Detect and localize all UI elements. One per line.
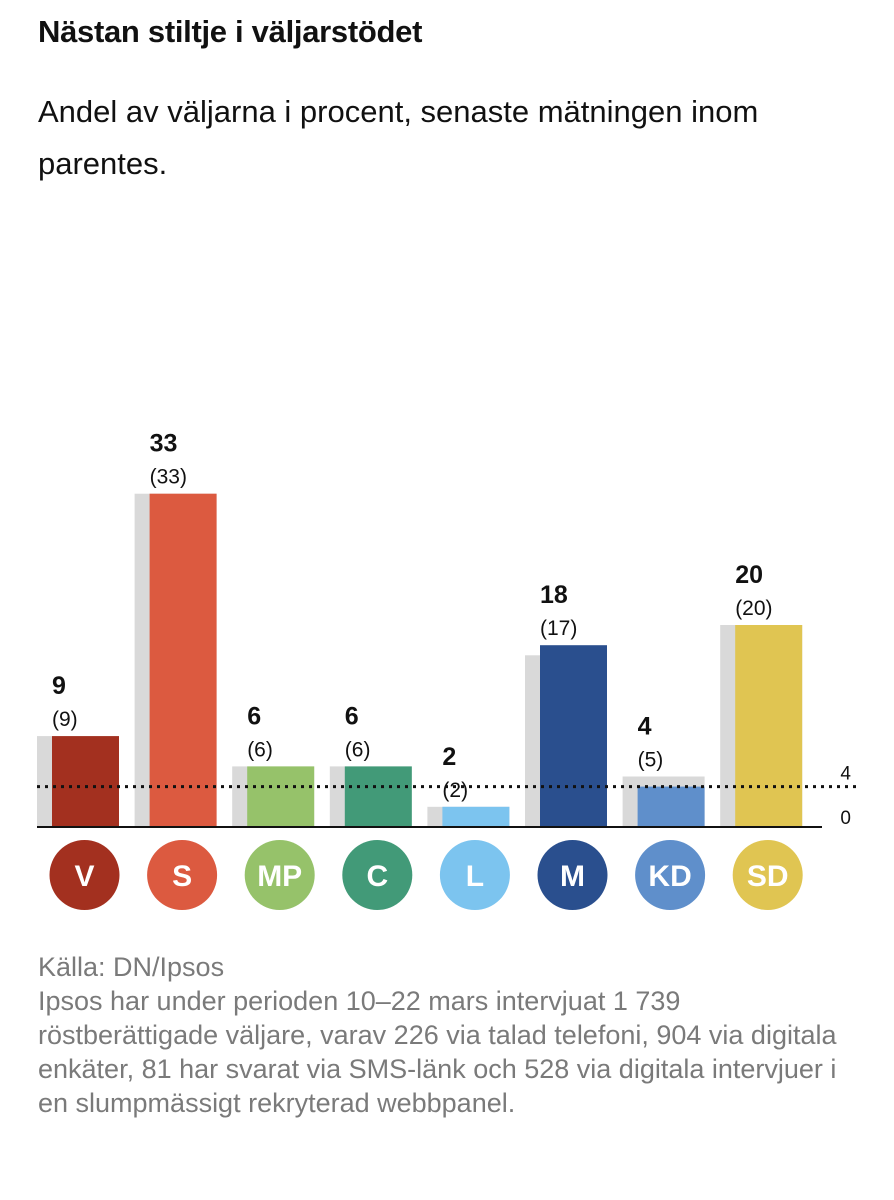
source-label: Källa: DN/Ipsos [38,952,225,982]
threshold-label: 4 [840,764,851,785]
party-badge-sd [732,840,803,910]
value-label-v: 9 [52,672,66,700]
value-label-kd: 4 [638,713,652,741]
party-label-v: V [74,860,94,893]
bar-m [540,645,607,827]
value-label-m: 18 [540,581,568,609]
party-badge-v [49,840,120,910]
party-badge-m [537,840,608,910]
party-badge-mp [244,840,315,910]
bar-kd [637,786,705,827]
party-label-kd: KD [648,860,691,893]
value-label-mp: 6 [247,702,261,730]
party-label-c: C [366,860,388,893]
previous-label-c: (6) [345,738,371,761]
party-label-sd: SD [747,860,789,893]
party-badge-s [147,840,218,910]
bar-v [52,736,119,827]
value-label-sd: 20 [735,561,763,589]
previous-label-m: (17) [540,617,577,640]
source-block: Källa: DN/Ipsos Ipsos har under perioden… [38,950,868,1120]
value-label-l: 2 [442,743,456,771]
previous-label-kd: (5) [638,749,664,772]
party-badge-kd [635,840,706,910]
methodology-note: Ipsos har under perioden 10–22 mars inte… [38,986,837,1118]
chart-title: Nästan stiltje i väljarstödet [38,14,423,49]
party-badge-l [439,840,510,910]
previous-label-mp: (6) [247,738,273,761]
previous-label-v: (9) [52,708,78,731]
party-label-s: S [172,860,192,893]
bar-s [149,493,217,827]
previous-label-l: (2) [442,779,468,802]
party-badge-c [342,840,413,910]
previous-label-s: (33) [150,466,187,489]
bar-l [442,806,510,827]
zero-label: 0 [840,808,851,829]
bar-sd [735,625,803,827]
value-label-s: 33 [150,430,178,458]
party-label-m: M [560,860,585,893]
bar-c [344,766,412,827]
chart-subtitle: Andel av väljarna i procent, senaste mät… [38,94,759,181]
bar-chart: 9 (9) V 33 (33) S 6 (6) MP 6 (6) C 2 (2) L 18 (17) M 4 (5) K… [37,430,858,910]
bar-mp [247,766,315,827]
previous-label-sd: (20) [735,597,772,620]
value-label-c: 6 [345,702,359,730]
party-label-mp: MP [257,860,302,893]
party-label-l: L [466,860,484,893]
